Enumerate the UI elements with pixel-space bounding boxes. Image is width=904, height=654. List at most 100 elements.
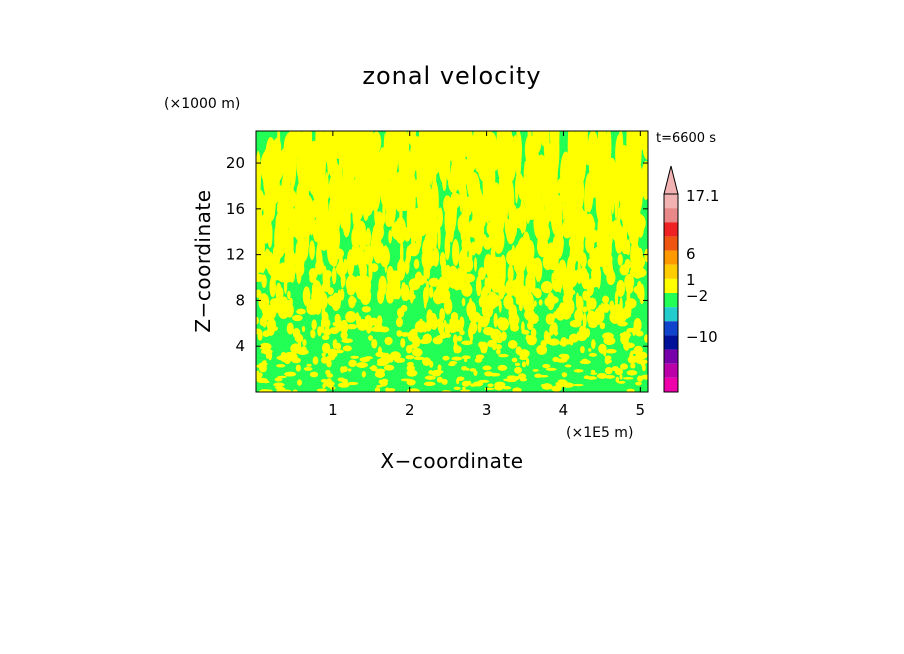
field-patch — [287, 290, 291, 300]
field-patch — [560, 337, 568, 347]
field-patch — [295, 364, 301, 372]
field-patch — [341, 338, 353, 344]
field-patch — [572, 241, 577, 254]
field-patch — [469, 331, 474, 342]
field-patch — [467, 220, 478, 238]
field-patch — [604, 366, 613, 375]
field-patch — [365, 319, 372, 334]
field-patch — [340, 331, 348, 340]
field-patch — [614, 290, 619, 308]
field-patch — [459, 177, 464, 213]
field-patch — [400, 338, 406, 348]
field-patch — [644, 248, 648, 263]
field-patch — [448, 169, 460, 194]
field-patch — [536, 344, 548, 355]
field-patch — [564, 382, 570, 386]
field-patch — [604, 356, 611, 365]
field-patch — [369, 177, 373, 205]
field-patch — [410, 328, 416, 336]
field-patch — [432, 247, 440, 267]
field-patch — [276, 265, 288, 280]
field-patch — [543, 131, 550, 168]
field-patch — [424, 375, 436, 380]
colorbar-band — [664, 250, 678, 265]
field-patch — [553, 230, 564, 259]
y-tick-label: 4 — [235, 337, 245, 355]
field-patch — [290, 272, 295, 283]
field-patch — [511, 357, 518, 363]
field-patch — [614, 186, 618, 220]
field-patch — [406, 202, 417, 239]
field-patch — [514, 362, 521, 367]
field-patch — [456, 326, 463, 332]
field-patch — [540, 340, 547, 347]
field-patch — [532, 131, 543, 154]
field-patch — [269, 276, 277, 298]
field-patch — [541, 245, 547, 258]
field-patch — [626, 327, 635, 333]
y-axis-label: Z−coordinate — [191, 189, 215, 332]
field-patch — [616, 279, 626, 297]
field-patch — [514, 366, 522, 374]
field-patch — [362, 194, 370, 222]
field-patch — [532, 288, 541, 297]
field-patch — [624, 273, 635, 291]
field-patch — [376, 362, 385, 366]
field-patch — [442, 355, 450, 361]
field-patch — [347, 368, 352, 372]
field-patch — [318, 291, 328, 310]
field-patch — [370, 239, 375, 256]
field-patch — [338, 255, 344, 278]
field-patch — [633, 285, 644, 295]
field-patch — [280, 389, 292, 392]
field-patch — [316, 196, 324, 234]
y-tick-label: 12 — [226, 246, 245, 264]
field-patch — [498, 161, 507, 209]
field-patch — [406, 388, 415, 392]
field-patch — [370, 263, 379, 273]
field-patch — [323, 328, 332, 336]
field-patch — [305, 131, 313, 171]
field-patch — [368, 258, 373, 282]
field-patch — [568, 131, 577, 151]
y-axis-ticks: 4 8 12 16 20 — [226, 154, 648, 355]
field-patch — [502, 386, 512, 390]
field-patch — [365, 227, 372, 247]
field-patch — [480, 212, 487, 228]
field-patch — [354, 186, 363, 209]
field-patch — [636, 247, 643, 262]
field-patch — [532, 368, 539, 372]
field-patch — [477, 321, 482, 333]
field-patch — [583, 218, 596, 232]
field-patch — [508, 313, 517, 326]
field-patch — [256, 251, 262, 275]
field-patch — [463, 195, 470, 229]
field-patches — [256, 131, 648, 392]
field-patch — [334, 349, 344, 354]
field-patch — [515, 289, 527, 306]
field-patch — [513, 389, 519, 392]
field-patch — [594, 307, 605, 324]
field-patch — [641, 160, 648, 201]
field-patch — [480, 349, 488, 354]
field-patch — [353, 207, 360, 227]
field-patch — [394, 216, 407, 244]
field-patch — [477, 200, 486, 216]
field-patch — [588, 256, 601, 271]
field-patch — [384, 244, 388, 273]
field-patch — [564, 364, 572, 368]
y-tick-label: 8 — [235, 291, 245, 309]
field-patch — [343, 258, 348, 270]
field-patch — [617, 380, 626, 384]
field-patch — [273, 382, 285, 387]
field-patch — [456, 267, 461, 279]
field-patch — [488, 233, 497, 248]
field-patch — [348, 359, 357, 368]
field-patch — [545, 367, 557, 371]
field-patch — [400, 332, 410, 337]
field-patch — [615, 376, 620, 383]
field-patch — [383, 364, 395, 371]
field-patch — [503, 294, 514, 310]
field-patch — [284, 371, 297, 377]
field-patch — [487, 383, 494, 388]
